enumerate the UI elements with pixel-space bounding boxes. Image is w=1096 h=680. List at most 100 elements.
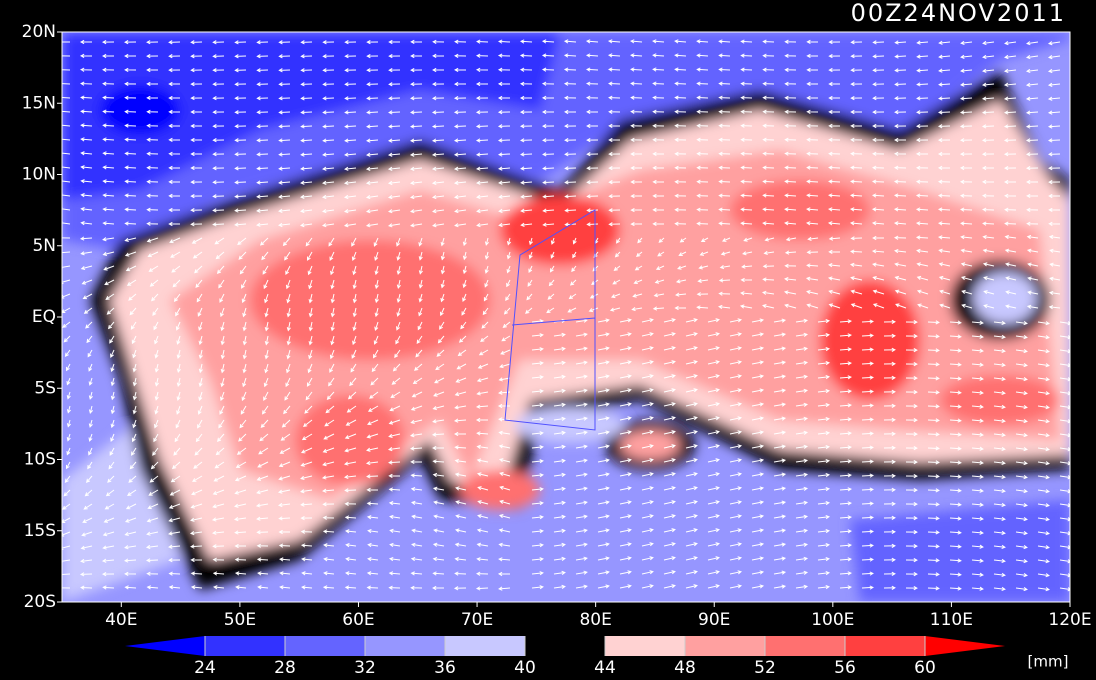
- wind-arrow: [949, 320, 962, 325]
- wind-arrow: [1015, 418, 1028, 424]
- wind-arrow: [563, 53, 577, 58]
- wind-arrow: [677, 265, 687, 270]
- wind-arrow: [439, 307, 445, 317]
- wind-arrow: [79, 236, 93, 241]
- wind-arrow: [1037, 559, 1050, 564]
- wind-arrow: [894, 68, 907, 73]
- wind-arrow: [718, 109, 731, 114]
- wind-arrow: [949, 488, 962, 493]
- wind-arrow: [236, 447, 247, 455]
- wind-arrow: [440, 279, 445, 289]
- wind-arrow: [762, 53, 775, 58]
- wind-arrow: [322, 447, 335, 453]
- wind-arrow: [619, 542, 632, 547]
- wind-arrow: [636, 251, 643, 257]
- wind-arrow: [125, 503, 137, 510]
- wind-arrow: [154, 349, 159, 359]
- wind-arrow: [663, 584, 676, 589]
- wind-arrow: [326, 391, 335, 400]
- wind-arrow: [806, 250, 819, 255]
- wind-arrow: [729, 584, 743, 589]
- wind-arrow: [630, 221, 643, 227]
- wind-arrow: [322, 152, 335, 157]
- wind-arrow: [305, 391, 313, 401]
- wind-arrow: [597, 584, 610, 589]
- wind-arrow: [454, 39, 467, 44]
- wind-arrow: [839, 431, 852, 436]
- wind-arrow: [751, 332, 765, 337]
- wind-arrow: [740, 67, 753, 72]
- wind-arrow: [278, 40, 291, 45]
- wind-arrow: [894, 96, 907, 101]
- wind-arrow: [220, 321, 225, 332]
- wind-arrow: [1004, 54, 1017, 60]
- wind-arrow: [499, 363, 511, 369]
- wind-arrow: [476, 208, 489, 214]
- wind-arrow: [211, 517, 225, 522]
- wind-arrow: [344, 585, 357, 590]
- wind-arrow: [685, 486, 698, 491]
- wind-arrow: [795, 360, 809, 365]
- wind-arrow: [740, 39, 753, 44]
- wind-arrow: [219, 307, 225, 318]
- wind-arrow: [817, 556, 831, 562]
- wind-arrow: [212, 208, 225, 213]
- wind-arrow: [607, 53, 621, 58]
- wind-arrow: [674, 95, 687, 100]
- wind-arrow: [88, 433, 93, 442]
- wind-arrow: [300, 208, 313, 214]
- wind-arrow: [168, 67, 181, 73]
- wind-arrow: [482, 307, 489, 316]
- wind-arrow: [1003, 110, 1017, 115]
- wind-arrow: [374, 265, 379, 276]
- wind-arrow: [432, 556, 445, 562]
- wind-arrow: [102, 179, 115, 184]
- wind-arrow: [740, 221, 753, 226]
- wind-arrow: [241, 293, 247, 304]
- wind-arrow: [366, 96, 379, 101]
- wind-arrow: [773, 374, 787, 379]
- wind-arrow: [278, 138, 291, 143]
- wind-arrow: [194, 447, 203, 456]
- wind-arrow: [674, 81, 687, 86]
- wind-arrow: [454, 431, 467, 437]
- wind-arrow: [1015, 502, 1028, 508]
- wind-arrow: [927, 502, 940, 507]
- wind-arrow: [1048, 207, 1061, 213]
- wind-arrow: [663, 472, 676, 477]
- wind-arrow: [454, 405, 467, 410]
- wind-arrow: [630, 137, 643, 143]
- wind-arrow: [352, 293, 357, 304]
- wind-arrow: [663, 430, 676, 435]
- wind-arrow: [927, 362, 940, 367]
- wind-arrow: [542, 138, 555, 143]
- wind-arrow: [971, 544, 984, 549]
- wind-arrow: [784, 53, 797, 58]
- wind-arrow: [610, 293, 621, 299]
- wind-arrow: [937, 221, 951, 226]
- wind-arrow: [212, 68, 225, 73]
- lat-label: 5S: [34, 378, 56, 398]
- wind-arrow: [740, 207, 753, 212]
- wind-arrow: [62, 67, 71, 72]
- lon-label: 70E: [461, 610, 493, 630]
- wind-arrow: [101, 558, 115, 563]
- wind-arrow: [62, 307, 71, 314]
- wind-arrow: [839, 487, 852, 492]
- wind-arrow: [456, 363, 467, 370]
- wind-arrow: [597, 570, 610, 575]
- wind-arrow: [85, 321, 93, 329]
- wind-arrow: [586, 152, 599, 157]
- wind-arrow: [277, 489, 291, 494]
- wind-arrow: [575, 458, 588, 463]
- wind-arrow: [1059, 419, 1070, 424]
- wind-arrow: [817, 570, 831, 576]
- wind-arrow: [345, 557, 357, 562]
- wind-arrow: [432, 39, 445, 44]
- wind-arrow: [453, 138, 467, 143]
- wind-arrow: [828, 179, 841, 184]
- wind-arrow: [284, 391, 291, 401]
- wind-arrow: [619, 528, 632, 533]
- wind-arrow: [433, 514, 445, 519]
- wind-arrow: [982, 262, 995, 267]
